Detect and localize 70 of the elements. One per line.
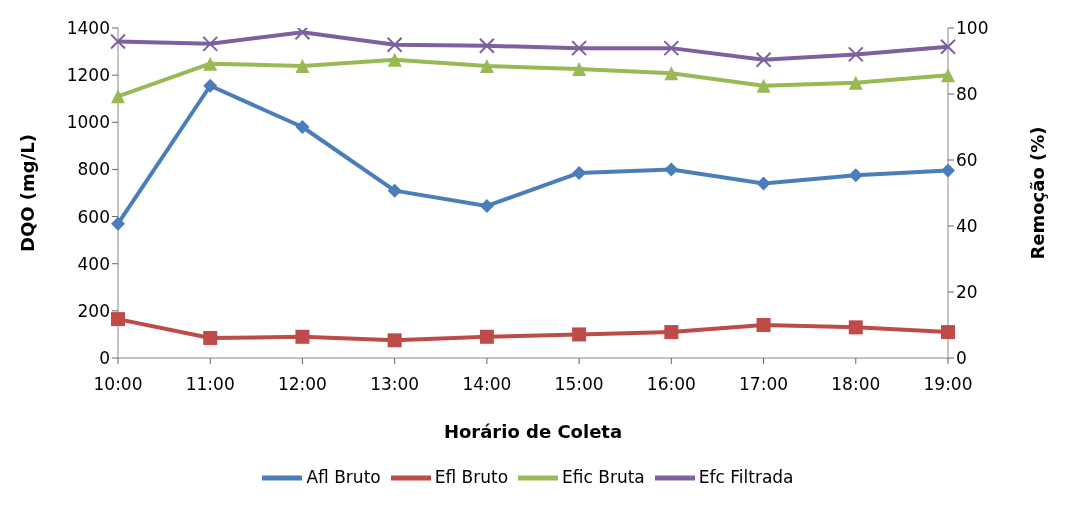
x-tick-label: 15:00	[554, 374, 604, 395]
point	[941, 68, 955, 83]
point	[572, 61, 587, 76]
point	[386, 36, 403, 53]
point	[663, 40, 680, 57]
point	[111, 312, 125, 327]
point	[387, 183, 402, 198]
legend-label: Efc Filtrada	[698, 467, 794, 487]
point	[664, 325, 679, 340]
point	[940, 38, 956, 55]
point	[756, 318, 771, 332]
y2-axis-title: Remoção (%)	[1027, 126, 1049, 260]
y2-tick-label: 0	[956, 348, 967, 369]
point	[478, 37, 495, 54]
point	[941, 163, 955, 178]
y2-tick-label: 80	[956, 84, 978, 105]
point	[572, 165, 587, 180]
point	[387, 52, 402, 67]
point	[847, 46, 864, 63]
x-axis-title: Horário de Coleta	[443, 421, 623, 442]
x-tick-label: 17:00	[739, 374, 789, 395]
point	[203, 78, 218, 93]
point	[756, 176, 771, 191]
point	[111, 216, 125, 231]
point	[755, 51, 772, 68]
y2-tick-label: 100	[956, 18, 989, 39]
y-axis-title: DQO (mg/L)	[17, 134, 39, 252]
y-tick-label: 0	[99, 348, 110, 369]
point	[479, 58, 494, 73]
point	[572, 327, 587, 342]
point	[848, 320, 863, 335]
point	[941, 325, 955, 340]
legend-label: Afl Bruto	[306, 467, 381, 487]
y2-tick-label: 40	[956, 216, 978, 237]
x-tick-label: 16:00	[646, 374, 696, 395]
point	[479, 198, 494, 213]
point	[387, 333, 402, 348]
legend-label: Efic Bruta	[562, 467, 645, 487]
point	[203, 56, 218, 71]
y-tick-label: 1200	[66, 65, 110, 86]
point	[295, 58, 310, 73]
point	[110, 33, 126, 50]
point	[848, 75, 863, 90]
point	[202, 35, 219, 52]
point	[295, 120, 310, 134]
point	[664, 66, 679, 81]
y-tick-label: 800	[77, 159, 110, 180]
y-tick-label: 600	[77, 206, 110, 227]
point	[848, 168, 863, 183]
point	[571, 40, 588, 57]
y-tick-label: 1400	[66, 18, 110, 39]
y2-tick-label: 20	[956, 282, 978, 303]
point	[295, 329, 310, 344]
point	[479, 329, 494, 344]
y-tick-label: 400	[77, 253, 110, 274]
point	[756, 78, 771, 93]
x-tick-label: 19:00	[923, 374, 973, 395]
x-tick-label: 13:00	[370, 374, 420, 395]
point	[203, 330, 218, 345]
x-tick-label: 14:00	[462, 374, 512, 395]
legend-label: Efl Bruto	[434, 467, 509, 487]
x-tick-label: 11:00	[185, 374, 235, 395]
y-tick-label: 1000	[66, 112, 110, 133]
y-tick-label: 200	[77, 300, 110, 321]
x-tick-label: 12:00	[277, 374, 327, 395]
x-tick-label: 10:00	[93, 374, 143, 395]
point	[111, 89, 125, 104]
x-tick-label: 18:00	[831, 374, 881, 395]
y2-tick-label: 60	[956, 150, 978, 171]
point	[664, 162, 679, 177]
